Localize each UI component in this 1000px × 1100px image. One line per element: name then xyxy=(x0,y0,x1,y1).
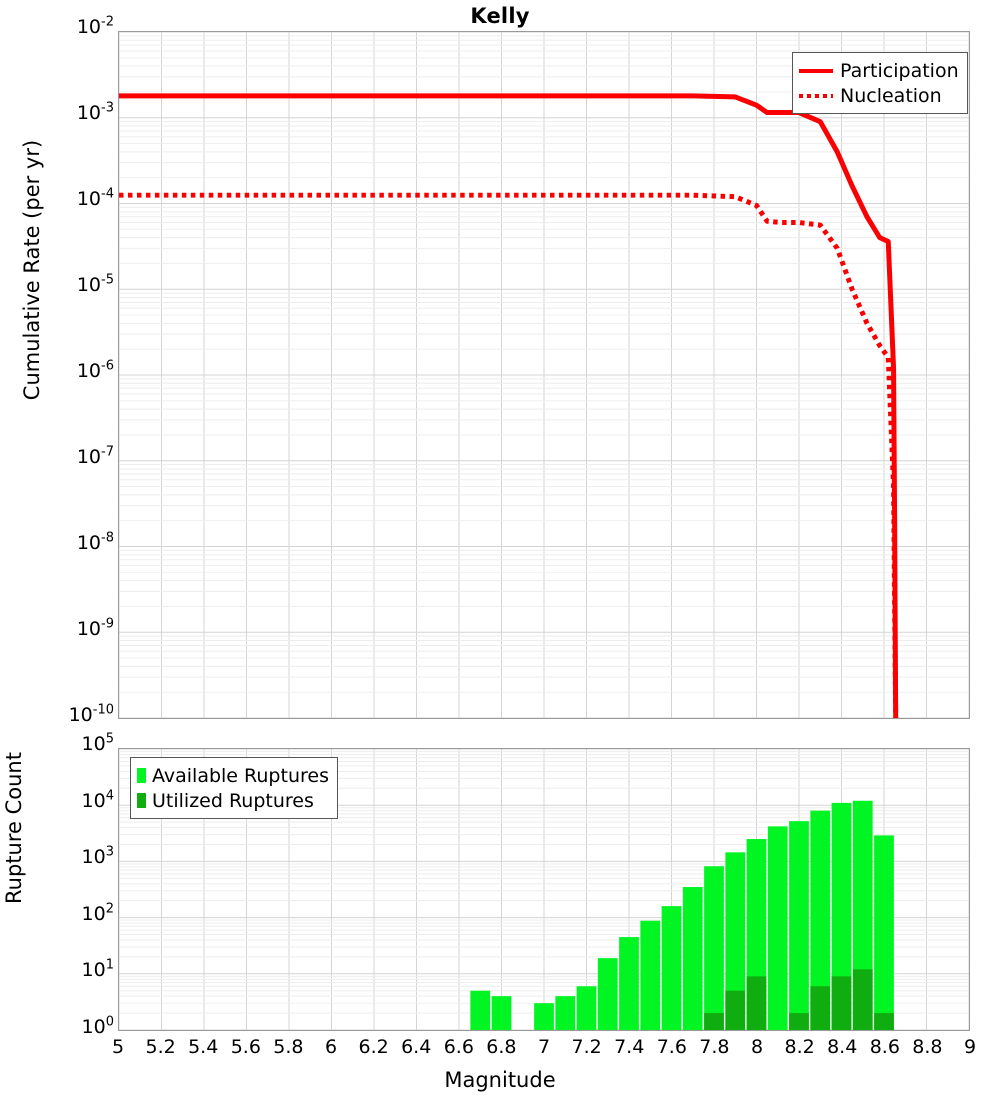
y-tick-label: 101 xyxy=(81,958,114,982)
x-tick-label: 7.8 xyxy=(699,1036,730,1058)
y-tick-label: 103 xyxy=(81,844,114,869)
x-tick-label: 7.4 xyxy=(614,1036,645,1058)
y-tick-label: 10-2 xyxy=(76,14,114,38)
legend-bottom: Available Ruptures Utilized Ruptures xyxy=(130,757,338,819)
dark-green-square-icon xyxy=(137,793,146,808)
x-tick-label: 8 xyxy=(750,1036,764,1058)
green-square-icon xyxy=(137,768,146,783)
x-tick-label: 6 xyxy=(324,1036,338,1058)
y-axis-ticks-top: 10-2 10-3 10-4 10-5 10-6 10-7 10-8 10-9 10-10 xyxy=(18,0,114,725)
legend-label-nucleation: Nucleation xyxy=(840,84,942,107)
legend-item-nucleation[interactable]: Nucleation xyxy=(799,83,959,108)
x-tick-label: 6.8 xyxy=(486,1036,517,1058)
x-tick-label: 9 xyxy=(963,1036,977,1058)
y-tick-label: 10-3 xyxy=(76,100,114,124)
x-tick-label: 8.4 xyxy=(827,1036,858,1058)
legend-item-available-ruptures[interactable]: Available Ruptures xyxy=(137,763,329,788)
x-tick-label: 5.6 xyxy=(230,1036,261,1058)
legend-item-utilized-ruptures[interactable]: Utilized Ruptures xyxy=(137,788,329,813)
page-title: Kelly xyxy=(470,4,530,28)
x-tick-label: 6.6 xyxy=(443,1036,474,1058)
x-tick-label: 6.4 xyxy=(401,1036,432,1058)
cumulative-rate-plot xyxy=(118,31,970,719)
grid-top xyxy=(119,32,969,718)
legend-label-utilized-ruptures: Utilized Ruptures xyxy=(152,789,314,812)
legend-item-participation[interactable]: Participation xyxy=(799,58,959,83)
x-tick-label: 8.8 xyxy=(912,1036,943,1058)
solid-line-icon xyxy=(799,68,833,73)
x-tick-label: 5.8 xyxy=(273,1036,304,1058)
x-tick-label: 6.2 xyxy=(358,1036,389,1058)
x-axis-label: Magnitude xyxy=(444,1068,556,1092)
x-tick-label: 7.6 xyxy=(656,1036,687,1058)
rupture-count-plot xyxy=(118,748,970,1031)
y-tick-label: 104 xyxy=(81,788,114,812)
y-tick-label: 10-5 xyxy=(76,272,114,296)
y-tick-label: 105 xyxy=(81,731,114,755)
dotted-line-icon xyxy=(799,93,833,98)
y-tick-label: 100 xyxy=(81,1014,114,1038)
y-tick-label: 10-7 xyxy=(76,444,114,468)
x-tick-label: 8.6 xyxy=(869,1036,900,1058)
y-tick-label: 10-8 xyxy=(76,530,114,554)
y-tick-label: 102 xyxy=(81,901,114,925)
y-tick-label: 10-4 xyxy=(76,186,114,210)
x-tick-label: 5 xyxy=(111,1036,125,1058)
y-tick-label: 10-6 xyxy=(76,358,114,382)
x-tick-label: 7.2 xyxy=(571,1036,602,1058)
y-tick-label: 10-9 xyxy=(76,616,114,640)
y-axis-ticks-bottom: 105 104 103 102 101 100 xyxy=(18,733,114,1040)
x-tick-label: 5.4 xyxy=(188,1036,219,1058)
x-tick-label: 5.2 xyxy=(145,1036,176,1058)
mfd-curves xyxy=(119,93,899,718)
x-tick-label: 7 xyxy=(537,1036,551,1058)
x-tick-label: 8.2 xyxy=(784,1036,815,1058)
legend-label-participation: Participation xyxy=(840,59,959,82)
legend-label-available-ruptures: Available Ruptures xyxy=(152,764,329,787)
y-tick-label: 10-10 xyxy=(68,702,114,726)
legend-top: Participation Nucleation xyxy=(792,52,968,114)
rupture-bars xyxy=(470,800,894,1030)
